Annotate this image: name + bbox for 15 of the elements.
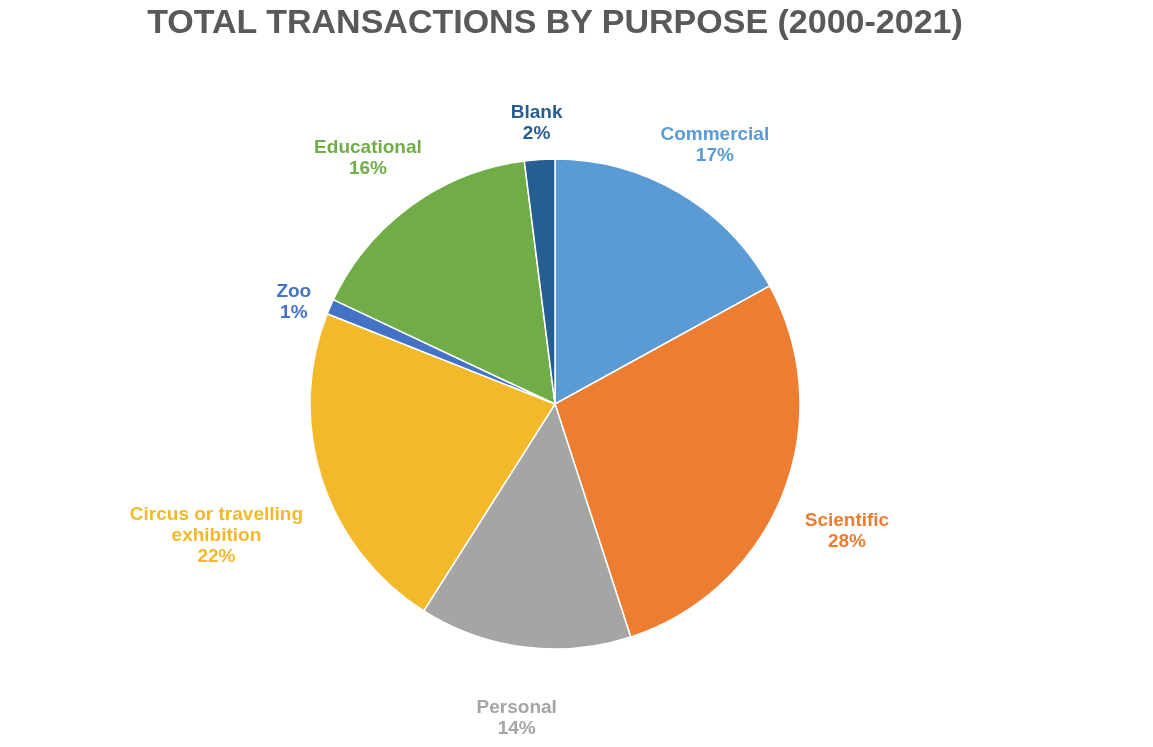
data-label: 17% [695,143,734,165]
slice-label: Blank [510,100,563,122]
slice-label: Commercial [660,122,770,144]
data-label: 22% [197,545,236,567]
slice-label: Personal [476,696,557,718]
slice-label: Circus or travelling exhibition [129,503,304,546]
data-label: 1% [280,300,308,322]
data-label: 16% [348,156,388,178]
data-label: 14% [497,717,536,739]
data-label: 2% [522,121,551,143]
slice-label: Zoo [276,279,312,301]
slice-label: Educational [314,135,422,157]
data-label: 28% [827,529,867,551]
slice-label: Scientific [804,508,890,530]
chart-title: TOTAL TRANSACTIONS BY PURPOSE (2000-2021) [147,1,963,40]
